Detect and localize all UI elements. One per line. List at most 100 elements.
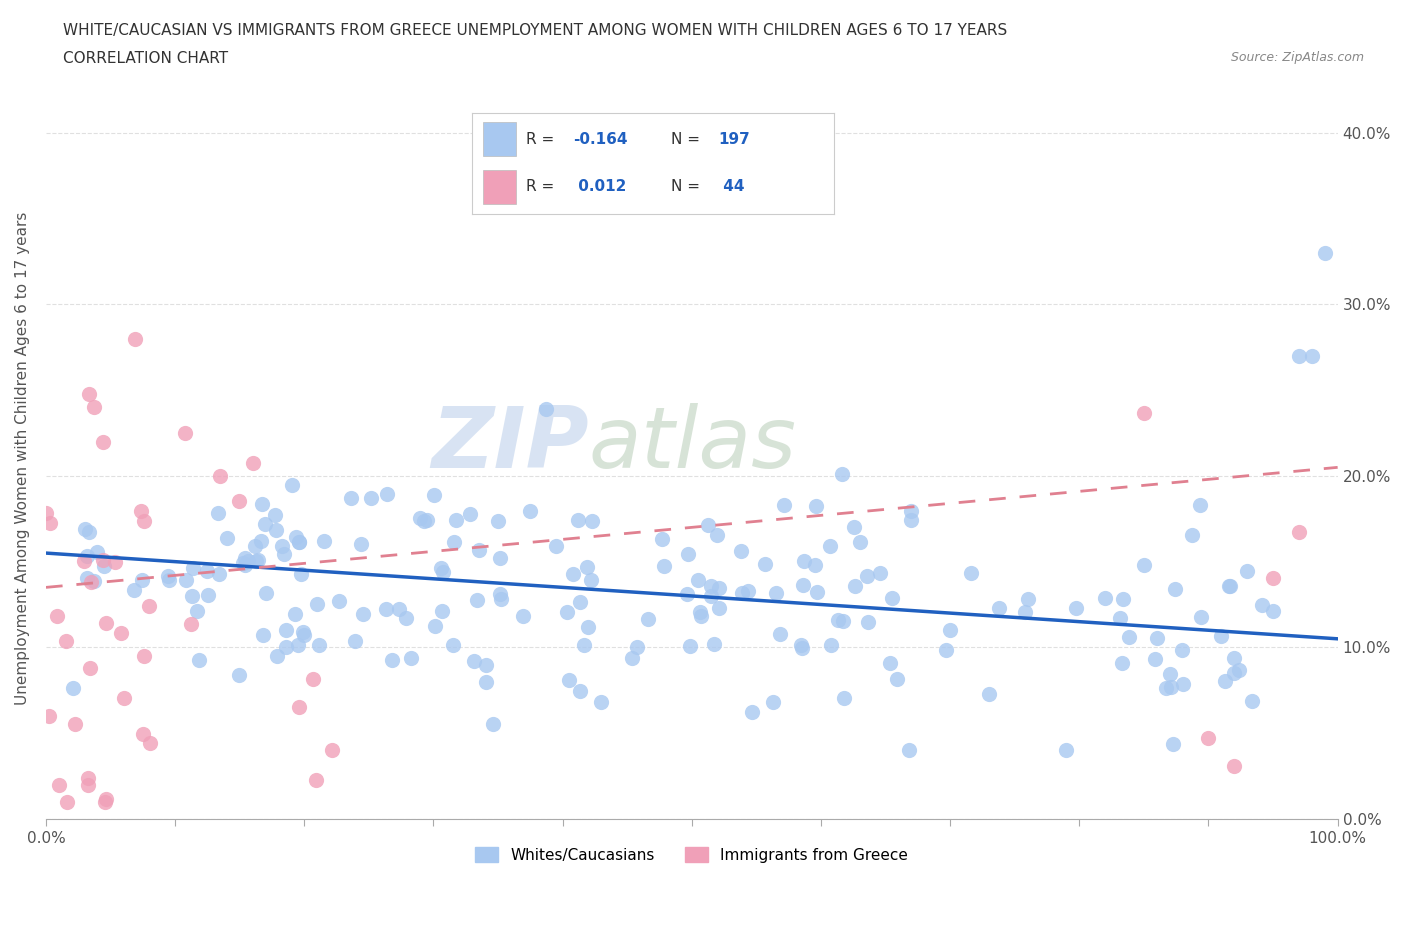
Point [124, 331, 146, 346]
Point [93, 434, 115, 449]
Point [245, 553, 267, 568]
Point [1223, 666, 1246, 681]
Point [1163, 737, 1185, 752]
Point [83, 400, 105, 415]
Point [482, 716, 505, 731]
Point [832, 691, 855, 706]
Point [879, 656, 901, 671]
Point [287, 699, 309, 714]
Point [1146, 631, 1168, 645]
Point [1181, 527, 1204, 542]
Point [519, 504, 541, 519]
Point [1054, 743, 1077, 758]
Point [247, 553, 270, 568]
Point [858, 614, 880, 629]
Point [207, 506, 229, 521]
Point [1219, 578, 1241, 593]
Point [576, 620, 599, 635]
Point [1159, 667, 1181, 682]
Point [1241, 693, 1264, 708]
Point [900, 504, 922, 519]
Point [790, 638, 813, 653]
Point [555, 604, 578, 619]
Point [228, 494, 250, 509]
Point [1250, 598, 1272, 613]
Point [1218, 578, 1240, 593]
Point [75, 522, 97, 537]
Point [48, 777, 70, 792]
Point [804, 499, 827, 514]
Point [637, 612, 659, 627]
Point [458, 506, 481, 521]
Point [381, 653, 404, 668]
Point [180, 617, 202, 631]
Point [328, 593, 350, 608]
Point [132, 726, 155, 741]
Point [281, 478, 304, 493]
Point [443, 534, 465, 549]
Point [287, 637, 309, 652]
Point [568, 595, 591, 610]
Point [1143, 652, 1166, 667]
Point [264, 522, 287, 537]
Point [1160, 680, 1182, 695]
Point [842, 520, 865, 535]
Point [761, 694, 783, 709]
Point [444, 512, 467, 527]
Point [1014, 605, 1036, 620]
Point [737, 584, 759, 599]
Point [254, 516, 277, 531]
Point [129, 503, 152, 518]
Point [1133, 405, 1156, 420]
Point [124, 583, 146, 598]
Point [463, 653, 485, 668]
Point [1223, 759, 1246, 774]
Point [1133, 558, 1156, 573]
Point [441, 637, 464, 652]
Point [264, 508, 287, 523]
Point [558, 672, 581, 687]
Point [831, 467, 853, 482]
Point [754, 557, 776, 572]
Point [489, 551, 512, 565]
Point [187, 652, 209, 667]
Point [292, 624, 315, 639]
Legend: Whites/Caucasians, Immigrants from Greece: Whites/Caucasians, Immigrants from Greec… [470, 841, 914, 869]
Point [301, 671, 323, 686]
Point [935, 643, 957, 658]
Point [94, 794, 117, 809]
Point [181, 561, 204, 576]
Point [568, 684, 591, 698]
Point [79, 661, 101, 676]
Point [706, 528, 728, 543]
Point [676, 587, 699, 602]
Point [886, 671, 908, 686]
Point [1301, 349, 1323, 364]
Point [651, 532, 673, 547]
Point [574, 638, 596, 653]
Point [236, 553, 259, 568]
Point [284, 529, 307, 544]
Point [181, 589, 204, 604]
Point [1118, 630, 1140, 644]
Point [432, 603, 454, 618]
Point [792, 640, 814, 655]
Point [412, 513, 434, 528]
Point [1108, 611, 1130, 626]
Point [284, 607, 307, 622]
Point [882, 590, 904, 604]
Point [292, 628, 315, 643]
Point [652, 558, 675, 573]
Point [55, 634, 77, 649]
Point [792, 578, 814, 592]
Point [395, 610, 418, 625]
Point [77, 387, 100, 402]
Point [430, 561, 453, 576]
Point [820, 638, 842, 653]
Point [977, 686, 1000, 701]
Point [76, 549, 98, 564]
Point [38, 709, 60, 724]
Point [62, 681, 84, 696]
Point [416, 513, 439, 528]
Point [139, 736, 162, 751]
